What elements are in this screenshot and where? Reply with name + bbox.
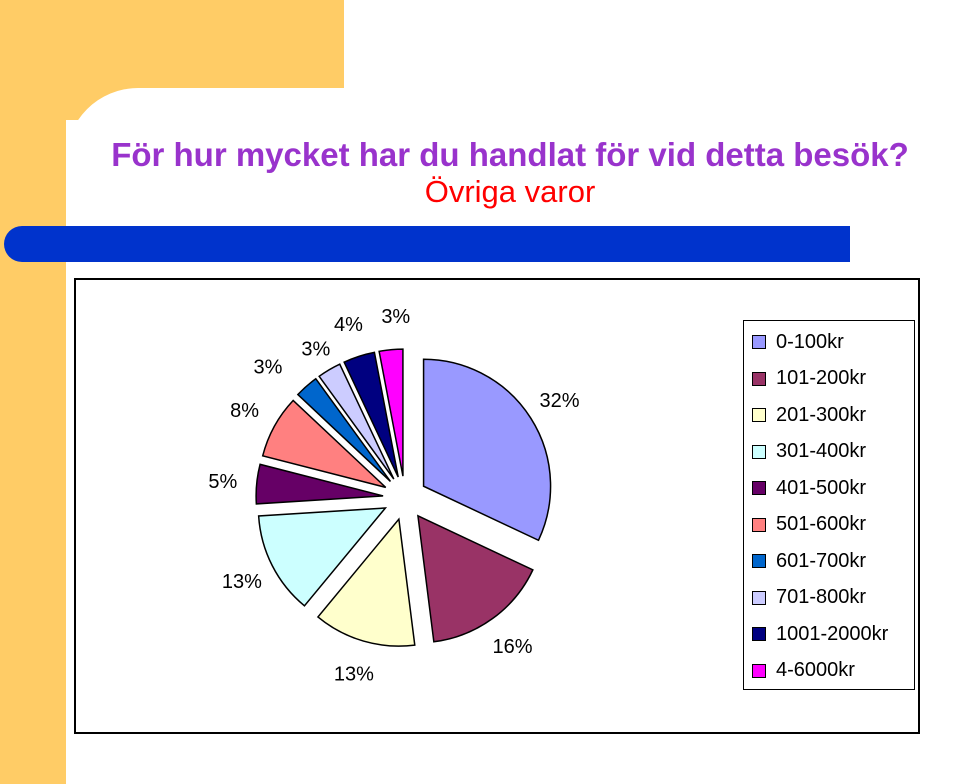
chart-legend: 0-100kr 101-200kr 201-300kr 301-400kr 401-50… bbox=[743, 320, 915, 690]
data-label-201-300kr: 13% bbox=[334, 664, 374, 686]
pie-slice-201-300kr bbox=[316, 517, 416, 647]
data-label-601-700kr: 3% bbox=[254, 357, 283, 379]
legend-item-101-200kr: 101-200kr bbox=[752, 366, 866, 392]
legend-item-501-600kr: 501-600kr bbox=[752, 512, 866, 538]
legend-swatch bbox=[752, 517, 766, 532]
legend-swatch bbox=[752, 663, 766, 678]
legend-item-1001-2000kr: 1001-2000kr bbox=[752, 621, 888, 647]
pie-slice-401-500kr bbox=[255, 463, 384, 505]
legend-label: 4-6000kr bbox=[776, 659, 855, 681]
legend-label: 301-400kr bbox=[776, 440, 867, 462]
pie-slice-301-400kr bbox=[257, 507, 388, 607]
legend-label: 0-100kr bbox=[776, 330, 844, 353]
legend-swatch bbox=[752, 444, 766, 459]
legend-item-601-700kr: 601-700kr bbox=[752, 548, 866, 574]
legend-swatch bbox=[752, 554, 766, 568]
pie-slice-701-800kr bbox=[318, 363, 395, 480]
data-label-101-200kr: 16% bbox=[493, 636, 533, 658]
slide-subtitle: Övriga varor bbox=[424, 174, 596, 209]
legend-swatch bbox=[752, 371, 766, 386]
decor-blue-bar bbox=[4, 226, 850, 262]
data-label-501-600kr: 8% bbox=[230, 400, 259, 422]
legend-swatch bbox=[752, 408, 766, 422]
decor-yellow-strip-left bbox=[0, 0, 66, 784]
slide-title: För hur mycket har du handlat för vid de… bbox=[111, 136, 909, 173]
pie-slice-4-6000kr bbox=[378, 348, 404, 477]
legend-swatch bbox=[752, 627, 766, 641]
data-label-1001-2000kr: 4% bbox=[334, 314, 363, 336]
pie-slice-601-700kr bbox=[296, 377, 392, 483]
legend-swatch bbox=[752, 481, 766, 495]
pie-slice-101-200kr bbox=[417, 514, 534, 643]
legend-item-701-800kr: 701-800kr bbox=[752, 585, 866, 611]
legend-label: 1001-2000kr bbox=[776, 622, 889, 645]
data-label-401-500kr: 5% bbox=[208, 471, 237, 493]
data-label-301-400kr: 13% bbox=[222, 571, 262, 593]
legend-item-201-300kr: 201-300kr bbox=[752, 402, 866, 428]
pie-slice-501-600kr bbox=[261, 399, 387, 489]
legend-swatch bbox=[752, 335, 766, 349]
legend-label: 401-500kr bbox=[776, 476, 867, 499]
data-label-701-800kr: 3% bbox=[301, 338, 330, 360]
legend-label: 501-600kr bbox=[776, 513, 867, 535]
data-label-4-6000kr: 3% bbox=[381, 306, 410, 328]
pie-slice-1001-2000kr bbox=[343, 351, 399, 478]
legend-label: 101-200kr bbox=[776, 367, 867, 389]
legend-label: 201-300kr bbox=[776, 403, 867, 426]
legend-item-401-500kr: 401-500kr bbox=[752, 475, 866, 501]
legend-swatch bbox=[752, 590, 766, 605]
legend-label: 701-800kr bbox=[776, 586, 867, 608]
legend-item-301-400kr: 301-400kr bbox=[752, 439, 866, 465]
pie-slice-0-100kr bbox=[422, 358, 552, 542]
data-label-0-100kr: 32% bbox=[539, 390, 579, 412]
legend-label: 601-700kr bbox=[776, 549, 867, 572]
legend-item-4-6000kr: 4-6000kr bbox=[752, 658, 855, 684]
legend-item-0-100kr: 0-100kr bbox=[752, 329, 844, 355]
